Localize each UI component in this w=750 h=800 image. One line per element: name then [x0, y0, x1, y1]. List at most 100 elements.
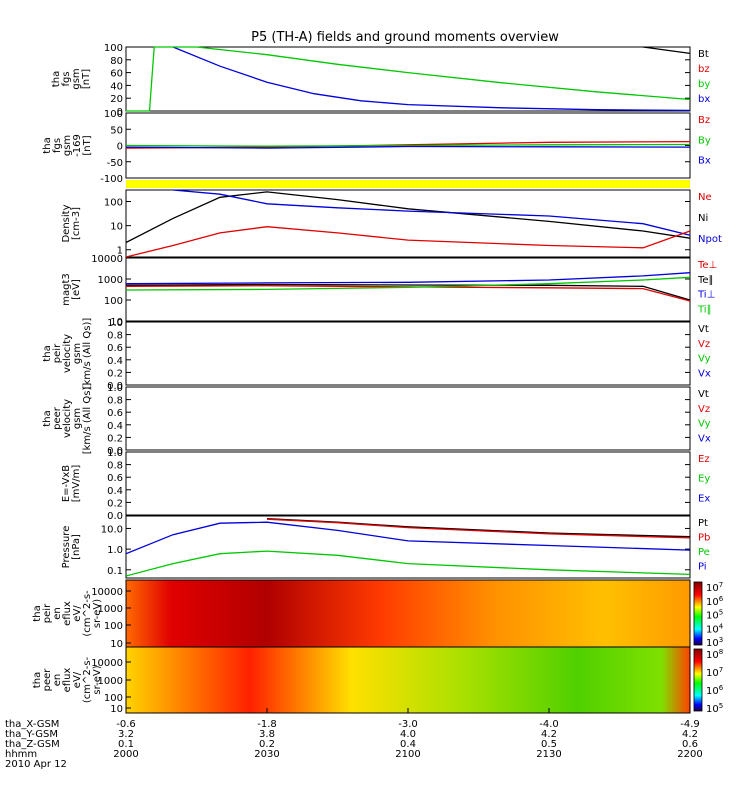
series-line-Bt [642, 46, 691, 55]
series-line-Pb [266, 518, 691, 539]
legend-label: by [698, 79, 710, 90]
x-row-label: tha_X-GSM [5, 719, 59, 730]
spectrogram-image [126, 580, 690, 647]
legend-label: Pt [698, 518, 708, 529]
y-tick-label: 0.4 [107, 421, 123, 432]
y-tick-label: 100 [104, 198, 123, 209]
legend-label: Bz [698, 115, 710, 126]
series-line-Ne [125, 226, 691, 258]
panel-frame [125, 46, 691, 112]
y-tick-label: 0.6 [107, 473, 123, 484]
x-tick-label: 3.8 [259, 729, 275, 740]
legend-label: Pb [698, 533, 710, 544]
legend-label: Vx [698, 368, 711, 379]
legend-label: Te⊥ [697, 260, 717, 271]
y-tick-label: 10 [110, 222, 123, 233]
panel-frame [125, 451, 691, 516]
y-tick-label: 10000 [91, 658, 123, 669]
y-tick-label: 10.0 [101, 524, 123, 535]
legend-label: Bx [698, 156, 711, 167]
x-tick-label: -3.0 [398, 719, 418, 730]
spectrogram-image [126, 647, 690, 713]
y-tick-label: 1000 [98, 676, 123, 687]
y-tick-label: 40 [110, 81, 123, 92]
panel-efield: 1.0 0.80.6 0.40.2 0.0 E=-VxB[mV/m] Ez Ey Ex [61, 448, 710, 522]
colorbar-tick-label: 105 [706, 702, 723, 715]
x-tick-label: 0.4 [400, 739, 416, 750]
panel-frame [125, 321, 691, 386]
x-row-label: tha_Z-GSM [5, 739, 60, 750]
y-tick-label: 100 [104, 621, 123, 632]
y-tick-label: 100 [104, 43, 123, 54]
y-tick-label: 0.8 [107, 396, 123, 407]
x-tick-label: 2000 [113, 749, 138, 760]
legend-label: Ez [698, 454, 710, 465]
y-tick-label: 10 [110, 704, 123, 715]
legend-label: Ex [698, 493, 710, 504]
y-tick-label: 0.4 [107, 356, 123, 367]
y-tick-label: 1000 [98, 604, 123, 615]
colorbar [693, 581, 703, 646]
y-tick-label: 1.0 [107, 545, 123, 556]
y-axis-label: thafgsgsm-169[nT] [42, 134, 93, 157]
legend-label: Ne [698, 192, 712, 203]
panel-fgs2: 100 50 0 -50 -100 thafgsgsm-169[nT] Bz By Bx [42, 109, 711, 185]
y-tick-label: 1.0 [107, 318, 123, 329]
legend-label: Npot [698, 234, 722, 245]
y-tick-label: 0.6 [107, 408, 123, 419]
series-line-Pe [125, 550, 691, 577]
panel-frame [125, 515, 691, 579]
x-row-label: tha_Y-GSM [5, 729, 58, 740]
y-tick-label: 1.0 [107, 383, 123, 394]
y-tick-label: -50 [107, 158, 123, 169]
x-tick-label: 4.2 [541, 729, 557, 740]
colorbar-tick-label: 107 [706, 666, 723, 679]
legend-label: By [698, 135, 711, 146]
x-tick-label: -4.0 [539, 719, 559, 730]
y-tick-label: 0 [117, 142, 123, 153]
y-tick-label: 0 [117, 107, 123, 118]
y-tick-label: 100 [104, 296, 123, 307]
x-tick-label: -0.6 [116, 719, 136, 730]
panel-temp: 10000 1000 100 10 magt3[eV] Te⊥ Te∥ Ti⊥ Ti∥ [61, 254, 717, 328]
y-tick-label: 0.8 [107, 461, 123, 472]
panel-peir_vel: 1.0 0.80.6 0.40.2 0.0 thapeirvelocitygsm[km/… [42, 318, 711, 392]
y-tick-label: 0.1 [107, 566, 123, 577]
y-tick-label: 0.2 [107, 368, 123, 379]
x-tick-label: -4.9 [680, 719, 700, 730]
y-tick-label: 1.0 [107, 448, 123, 459]
chart-title: P5 (TH-A) fields and ground moments over… [251, 30, 559, 45]
colorbar-tick-label: 108 [706, 648, 723, 661]
y-tick-label: 0.0 [107, 381, 123, 392]
y-tick-label: 0.2 [107, 498, 123, 509]
legend-label: Vy [698, 419, 711, 430]
legend-label: Te∥ [697, 275, 714, 286]
panel-density: 100 10 1 Density[cm-3] Ne Ni Npot [61, 189, 722, 258]
series-line-Te⊥ [125, 285, 691, 302]
x-tick-label: 3.2 [118, 729, 134, 740]
x-tick-label: 2100 [395, 749, 420, 760]
colorbar-tick-label: 106 [706, 595, 724, 608]
legend-label: Ey [698, 474, 710, 485]
colorbar-tick-label: 107 [706, 581, 723, 594]
y-tick-label: 10 [110, 317, 123, 328]
panel-frame [125, 189, 691, 258]
y-axis-label: Pressure[nPa] [61, 526, 82, 569]
series-line-by [126, 46, 691, 112]
y-tick-label: 10000 [91, 254, 123, 265]
legend-label: Pe [698, 547, 710, 558]
y-tick-label: 10000 [91, 587, 123, 598]
y-tick-label: 1 [117, 246, 123, 257]
x-axis-table: tha_X-GSM -0.6 -1.8 -3.0 -4.0 -4.9 tha_Y-GSM 3.… [5, 719, 703, 760]
y-tick-label: 0.0 [107, 511, 123, 522]
series-line-Ni [125, 191, 691, 244]
quality-flag-bar [126, 180, 690, 188]
legend-label: Ni [698, 213, 708, 224]
y-axis-label: thapeirvelocitygsm[km/s (All Qs)] [42, 318, 93, 390]
series-line-Npot [172, 189, 691, 236]
y-tick-label: 0.8 [107, 331, 123, 342]
series-line-Ti∥ [125, 276, 691, 291]
